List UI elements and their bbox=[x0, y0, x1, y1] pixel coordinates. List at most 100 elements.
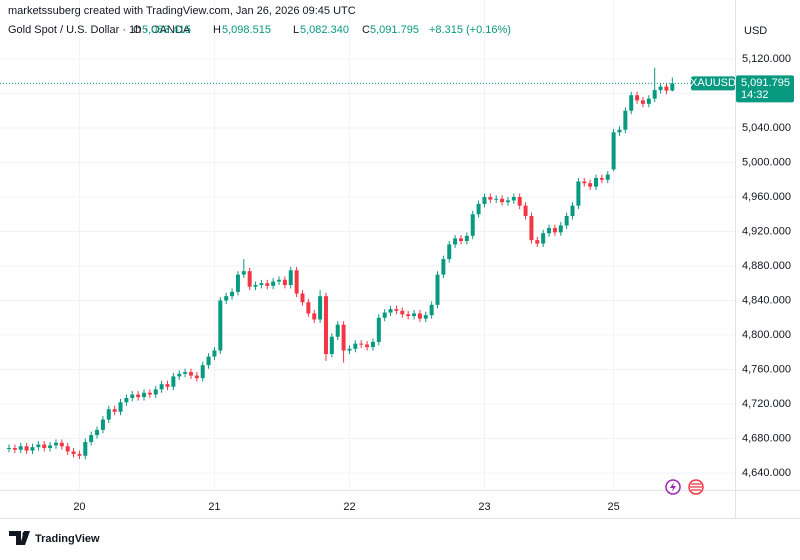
y-tick-label: 4,760.000 bbox=[742, 363, 791, 375]
currency-label[interactable]: USD bbox=[744, 25, 767, 37]
y-tick-label: 5,120.000 bbox=[742, 53, 791, 65]
readout-label: C bbox=[362, 24, 370, 36]
candle-body bbox=[188, 372, 193, 376]
y-tick-label: 5,000.000 bbox=[742, 156, 791, 168]
candle-body bbox=[541, 233, 546, 244]
readout-value: 5,091.795 bbox=[370, 24, 419, 36]
price-countdown: 14:32 bbox=[741, 89, 769, 101]
logo-dot bbox=[22, 531, 28, 537]
candle-body bbox=[300, 293, 305, 303]
attribution: marketssuberg created with TradingView.c… bbox=[8, 5, 356, 17]
candle-body bbox=[89, 435, 94, 442]
logo-text: TradingView bbox=[35, 533, 100, 545]
candle-body bbox=[48, 445, 53, 448]
readout-value: 5,082.340 bbox=[300, 24, 349, 36]
candle-body bbox=[165, 384, 170, 387]
candle-body bbox=[277, 279, 282, 282]
y-tick-label: 4,680.000 bbox=[742, 432, 791, 444]
candle-body bbox=[218, 300, 223, 351]
candle-body bbox=[71, 451, 76, 455]
candle-body bbox=[576, 181, 581, 206]
y-tick-label: 4,640.000 bbox=[742, 467, 791, 479]
candle-body bbox=[447, 244, 452, 260]
candle-body bbox=[329, 336, 334, 354]
candle-body bbox=[12, 447, 17, 450]
candle-body bbox=[394, 309, 399, 311]
candle-body bbox=[100, 419, 105, 430]
y-tick-label: 4,880.000 bbox=[742, 260, 791, 272]
flag-glyph bbox=[690, 483, 702, 491]
candle-body bbox=[171, 376, 176, 387]
candle-body bbox=[265, 283, 270, 286]
candle-body bbox=[564, 215, 569, 226]
candle-body bbox=[382, 312, 387, 318]
candle-body bbox=[605, 174, 610, 180]
symbol-tag: XAUUSD bbox=[690, 77, 736, 89]
candle-body bbox=[511, 197, 516, 201]
candle-body bbox=[517, 197, 522, 206]
candle-body bbox=[388, 309, 393, 313]
y-tick-label: 4,920.000 bbox=[742, 225, 791, 237]
candle-body bbox=[65, 446, 70, 452]
candle-body bbox=[7, 447, 11, 449]
y-tick-label: 4,960.000 bbox=[742, 191, 791, 203]
lightning-glyph bbox=[670, 482, 676, 492]
candle-body bbox=[417, 313, 422, 319]
candle-body bbox=[429, 304, 434, 316]
candle-body bbox=[83, 441, 88, 456]
candle-body bbox=[112, 409, 117, 412]
candles bbox=[0, 67, 735, 460]
candle-body bbox=[441, 259, 446, 275]
candle-body bbox=[312, 313, 317, 320]
candle-body bbox=[206, 356, 211, 366]
readout-label: H bbox=[213, 24, 221, 36]
candle-body bbox=[118, 402, 123, 412]
candle-body bbox=[617, 129, 622, 133]
candle-body bbox=[365, 344, 370, 348]
candle-body bbox=[570, 205, 575, 216]
candle-body bbox=[306, 302, 311, 314]
candle-body bbox=[136, 394, 141, 398]
candle-body bbox=[629, 95, 634, 111]
candle-body bbox=[24, 446, 29, 451]
candle-body bbox=[652, 90, 657, 99]
candle-body bbox=[77, 454, 82, 456]
candle-body bbox=[594, 178, 598, 187]
candle-body bbox=[453, 238, 458, 245]
candle-body bbox=[599, 178, 604, 180]
candle-body bbox=[588, 183, 593, 187]
candle-body bbox=[247, 271, 252, 287]
candle-body bbox=[458, 238, 463, 241]
axes: 4,640.000 4,680.000 4,720.000 4,760.000 4,80… bbox=[73, 53, 794, 513]
candle-body bbox=[470, 214, 475, 236]
candle-body bbox=[353, 343, 358, 349]
candle-body bbox=[488, 197, 493, 200]
candle-body bbox=[335, 324, 340, 337]
candle-body bbox=[235, 274, 240, 292]
candle-body bbox=[494, 198, 499, 200]
candle-body bbox=[482, 197, 487, 204]
candle-body bbox=[646, 98, 651, 104]
candle-body bbox=[558, 225, 563, 233]
candle-body bbox=[253, 284, 258, 287]
y-tick-label: 5,040.000 bbox=[742, 122, 791, 134]
candle-body bbox=[200, 365, 205, 379]
price-tag-bg bbox=[736, 75, 794, 103]
readout-value: 5,083.415 bbox=[142, 24, 191, 36]
candle-body bbox=[153, 389, 158, 395]
candle-body bbox=[259, 283, 264, 285]
event-icons bbox=[665, 479, 704, 495]
candle-body bbox=[611, 132, 616, 170]
candle-body bbox=[294, 270, 299, 294]
candle-body bbox=[547, 228, 552, 234]
candle-body bbox=[177, 373, 182, 377]
x-tick-label: 25 bbox=[607, 501, 619, 513]
x-tick-label: 23 bbox=[478, 501, 490, 513]
candle-body bbox=[271, 281, 276, 286]
candle-body bbox=[423, 315, 428, 319]
x-tick-label: 22 bbox=[343, 501, 355, 513]
candle-body bbox=[194, 375, 199, 379]
ohlc-readout: O 5,083.415 H 5,098.515 L 5,082.340 C 5,091.795… bbox=[133, 24, 511, 36]
